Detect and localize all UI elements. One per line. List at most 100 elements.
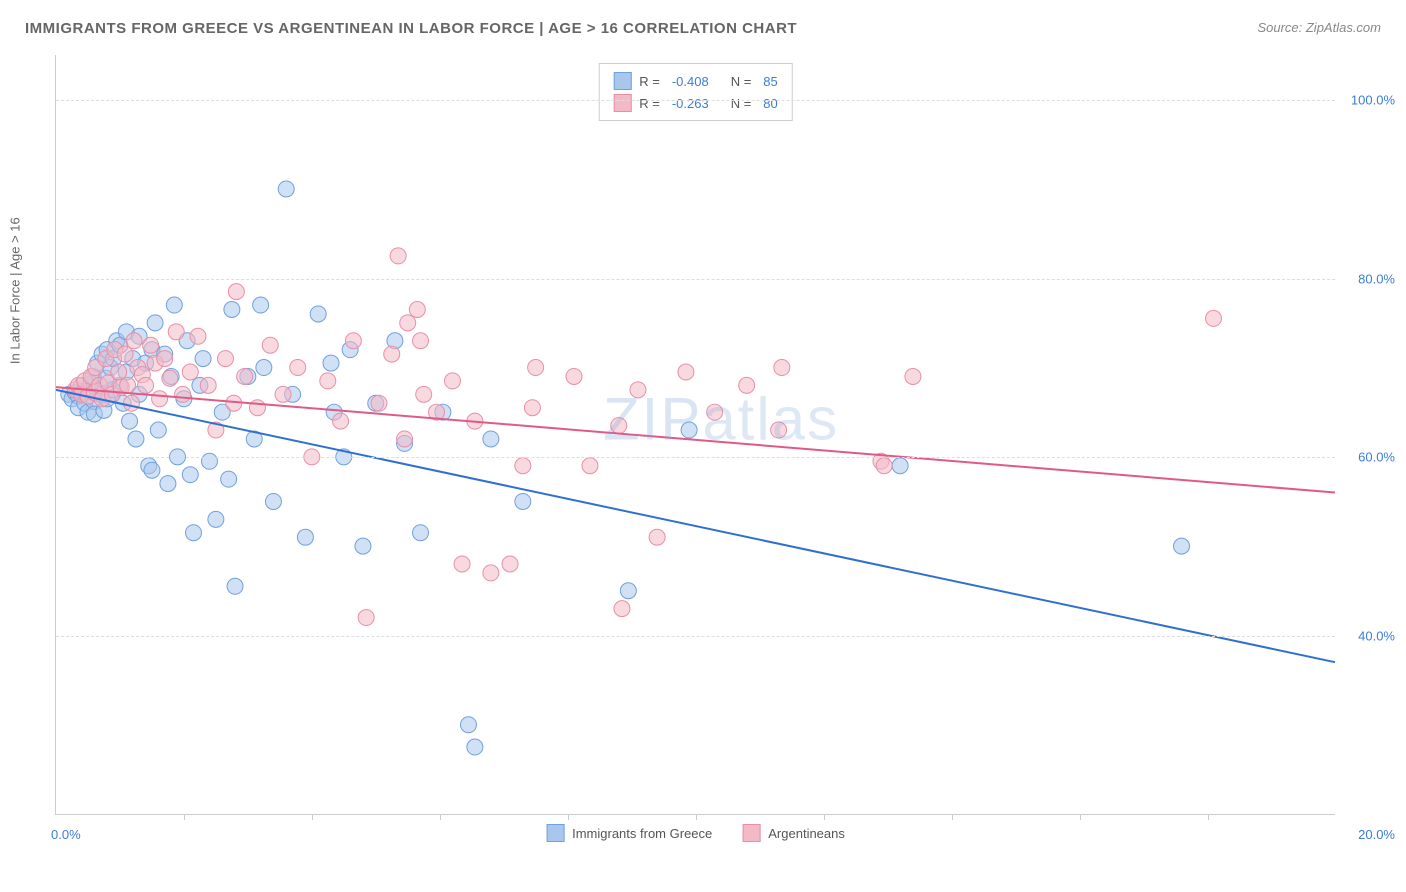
scatter-point xyxy=(290,360,306,376)
x-tick xyxy=(312,814,313,820)
scatter-point xyxy=(413,333,429,349)
scatter-point xyxy=(182,364,198,380)
scatter-point xyxy=(182,467,198,483)
scatter-point xyxy=(620,583,636,599)
plot-area: ZIPatlas R =-0.408N =85R =-0.263N =80 0.… xyxy=(55,55,1335,815)
scatter-point xyxy=(160,476,176,492)
x-tick xyxy=(184,814,185,820)
scatter-point xyxy=(185,525,201,541)
legend-r-value: -0.408 xyxy=(672,74,709,89)
scatter-svg xyxy=(56,55,1335,814)
legend-r-label: R = xyxy=(639,96,660,111)
scatter-point xyxy=(582,458,598,474)
legend-n-label: N = xyxy=(731,96,752,111)
legend-series-label: Argentineans xyxy=(768,826,845,841)
legend-n-label: N = xyxy=(731,74,752,89)
scatter-point xyxy=(678,364,694,380)
scatter-point xyxy=(166,297,182,313)
scatter-point xyxy=(611,418,627,434)
y-tick-label: 100.0% xyxy=(1351,92,1395,107)
scatter-point xyxy=(323,355,339,371)
scatter-point xyxy=(345,333,361,349)
x-axis-label-max: 20.0% xyxy=(1358,827,1395,842)
scatter-point xyxy=(444,373,460,389)
scatter-point xyxy=(397,431,413,447)
scatter-point xyxy=(630,382,646,398)
legend-n-value: 80 xyxy=(763,96,777,111)
scatter-point xyxy=(355,538,371,554)
scatter-point xyxy=(249,400,265,416)
scatter-point xyxy=(200,377,216,393)
scatter-point xyxy=(681,422,697,438)
x-tick xyxy=(952,814,953,820)
x-tick xyxy=(440,814,441,820)
scatter-point xyxy=(892,458,908,474)
scatter-point xyxy=(253,297,269,313)
scatter-point xyxy=(524,400,540,416)
scatter-point xyxy=(143,337,159,353)
scatter-point xyxy=(1206,310,1222,326)
scatter-point xyxy=(224,301,240,317)
scatter-point xyxy=(126,333,142,349)
scatter-point xyxy=(416,386,432,402)
x-tick xyxy=(824,814,825,820)
scatter-point xyxy=(201,453,217,469)
scatter-point xyxy=(566,368,582,384)
legend-correlation: R = -0.408 N = 85 R = -0.263 N = 80 xyxy=(598,63,793,121)
scatter-point xyxy=(162,370,178,386)
scatter-point xyxy=(400,315,416,331)
gridline-h xyxy=(56,636,1335,637)
scatter-point xyxy=(122,413,138,429)
scatter-point xyxy=(278,181,294,197)
scatter-point xyxy=(275,386,291,402)
scatter-point xyxy=(333,413,349,429)
gridline-h xyxy=(56,279,1335,280)
source-label: Source: xyxy=(1257,20,1305,35)
scatter-point xyxy=(876,458,892,474)
scatter-point xyxy=(217,351,233,367)
scatter-point xyxy=(454,556,470,572)
source-name: ZipAtlas.com xyxy=(1306,20,1381,35)
scatter-point xyxy=(614,601,630,617)
scatter-point xyxy=(384,346,400,362)
x-tick xyxy=(568,814,569,820)
legend-correlation-row: R = -0.263 N = 80 xyxy=(613,92,778,114)
scatter-point xyxy=(515,458,531,474)
legend-series-label: Immigrants from Greece xyxy=(572,826,712,841)
scatter-point xyxy=(265,493,281,509)
scatter-point xyxy=(168,324,184,340)
scatter-point xyxy=(413,525,429,541)
legend-series-item: Argentineans xyxy=(742,824,845,842)
legend-n-value: 85 xyxy=(763,74,777,89)
scatter-point xyxy=(111,364,127,380)
legend-swatch xyxy=(546,824,564,842)
scatter-point xyxy=(208,511,224,527)
scatter-point xyxy=(297,529,313,545)
legend-swatch xyxy=(742,824,760,842)
scatter-point xyxy=(237,368,253,384)
chart-title: IMMIGRANTS FROM GREECE VS ARGENTINEAN IN… xyxy=(25,20,797,37)
legend-swatch xyxy=(613,72,631,90)
source-attribution: Source: ZipAtlas.com xyxy=(1257,20,1381,35)
x-tick xyxy=(1080,814,1081,820)
scatter-point xyxy=(502,556,518,572)
x-tick xyxy=(696,814,697,820)
y-axis-title: In Labor Force | Age > 16 xyxy=(8,217,23,364)
legend-series: Immigrants from Greece Argentineans xyxy=(546,824,845,842)
gridline-h xyxy=(56,100,1335,101)
scatter-point xyxy=(905,368,921,384)
scatter-point xyxy=(774,360,790,376)
scatter-point xyxy=(310,306,326,322)
scatter-point xyxy=(128,431,144,447)
legend-swatch xyxy=(613,94,631,112)
y-tick-label: 40.0% xyxy=(1358,629,1395,644)
scatter-point xyxy=(175,386,191,402)
legend-series-item: Immigrants from Greece xyxy=(546,824,712,842)
legend-r-label: R = xyxy=(639,74,660,89)
scatter-point xyxy=(409,301,425,317)
scatter-point xyxy=(320,373,336,389)
scatter-point xyxy=(771,422,787,438)
scatter-point xyxy=(147,315,163,331)
legend-r-value: -0.263 xyxy=(672,96,709,111)
x-tick xyxy=(1208,814,1209,820)
